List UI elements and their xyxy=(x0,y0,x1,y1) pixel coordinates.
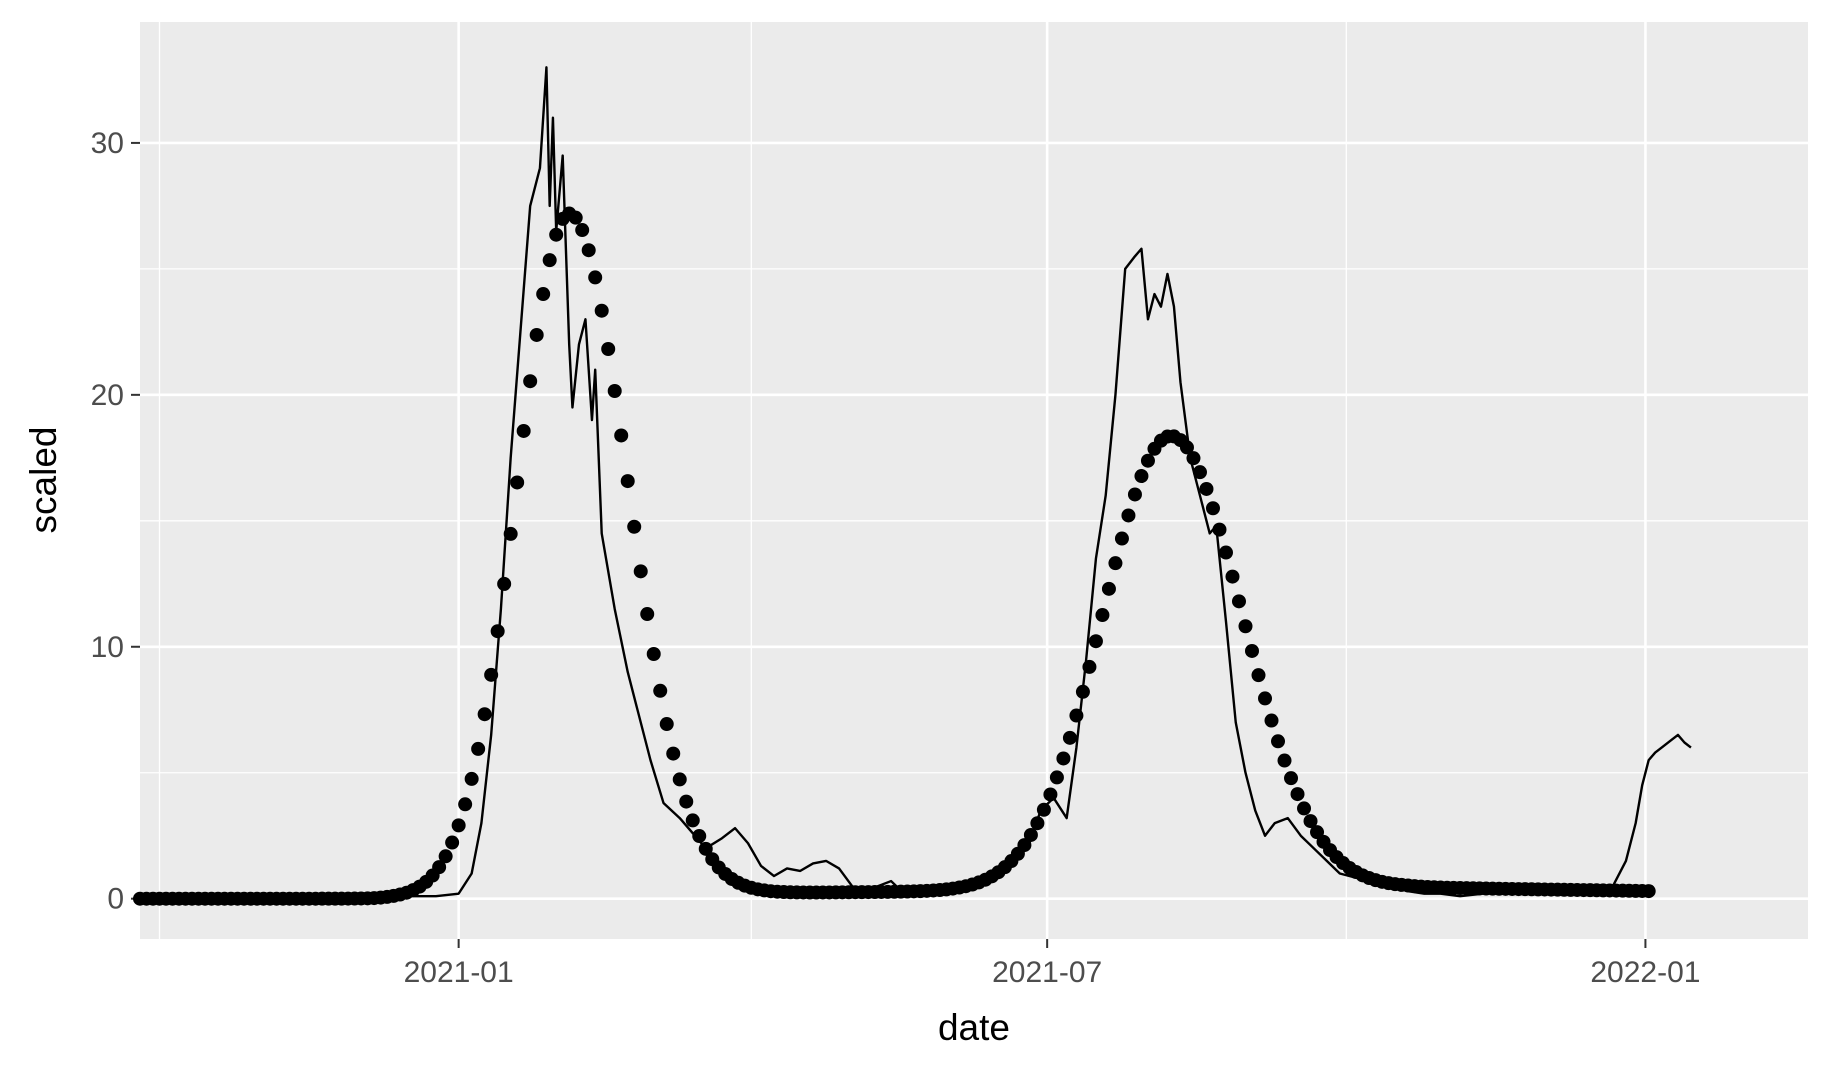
data-point xyxy=(1192,465,1207,480)
data-point xyxy=(679,794,694,809)
data-point xyxy=(523,374,538,389)
data-point xyxy=(1101,581,1116,596)
data-point xyxy=(516,423,531,438)
data-point xyxy=(640,607,655,622)
data-point xyxy=(1251,668,1266,683)
data-point xyxy=(497,576,512,591)
observed-line xyxy=(139,66,1692,900)
data-point xyxy=(1290,787,1305,802)
data-point xyxy=(1641,884,1656,899)
data-point xyxy=(594,303,609,318)
data-point xyxy=(685,813,700,828)
data-point xyxy=(451,818,466,833)
y-tick-label: 0 xyxy=(107,883,124,916)
data-point xyxy=(1284,771,1299,786)
data-point xyxy=(445,835,460,850)
data-point xyxy=(1056,751,1071,766)
y-tick-label: 30 xyxy=(91,127,124,160)
data-point xyxy=(633,564,648,579)
data-point xyxy=(627,519,642,534)
data-point xyxy=(1225,569,1240,584)
minor-gridlines xyxy=(140,22,1808,939)
y-axis-title: scaled xyxy=(23,427,64,534)
data-point xyxy=(1277,753,1292,768)
data-point xyxy=(607,384,622,398)
data-point xyxy=(646,647,661,662)
y-axis: 0 10 20 30 xyxy=(91,127,140,916)
data-point xyxy=(1134,469,1149,484)
data-point xyxy=(1231,594,1246,609)
data-point xyxy=(510,475,525,490)
data-point xyxy=(1114,531,1129,546)
data-point xyxy=(620,474,635,489)
data-point xyxy=(666,746,681,761)
y-tick-label: 10 xyxy=(91,631,124,664)
data-point xyxy=(1271,734,1286,749)
data-point xyxy=(536,287,551,302)
data-point xyxy=(659,717,674,732)
x-tick-label: 2022-01 xyxy=(1590,956,1700,989)
data-point xyxy=(458,797,473,812)
data-point xyxy=(549,227,564,242)
data-point xyxy=(438,849,453,864)
data-point xyxy=(692,829,707,844)
data-point xyxy=(1245,643,1259,658)
data-point xyxy=(1212,522,1227,537)
data-point xyxy=(432,860,447,875)
data-point xyxy=(1088,634,1103,649)
data-point xyxy=(1264,713,1279,728)
data-point xyxy=(490,624,505,639)
data-point xyxy=(601,342,616,356)
data-point xyxy=(653,683,668,698)
data-point xyxy=(1140,453,1155,468)
data-point xyxy=(1238,619,1253,634)
x-tick-label: 2021-01 xyxy=(404,956,514,989)
data-point xyxy=(1258,691,1273,706)
fitted-points-series xyxy=(133,206,1656,906)
data-point xyxy=(477,707,492,722)
data-point xyxy=(581,243,596,258)
major-gridlines xyxy=(140,22,1808,939)
data-point xyxy=(529,327,544,342)
data-point xyxy=(1121,508,1136,523)
data-point xyxy=(1205,501,1220,516)
data-point xyxy=(1297,801,1312,816)
x-axis: 2021-01 2021-07 2022-01 xyxy=(404,939,1700,989)
data-point xyxy=(1095,608,1110,623)
data-point xyxy=(542,253,557,268)
data-point xyxy=(614,428,629,443)
data-point xyxy=(1303,814,1318,829)
data-point xyxy=(1049,770,1064,785)
data-point xyxy=(1199,481,1214,496)
x-axis-title: date xyxy=(938,1007,1010,1048)
y-tick-label: 20 xyxy=(91,379,124,412)
data-point xyxy=(1108,556,1123,571)
data-point xyxy=(1062,730,1077,745)
data-point xyxy=(1127,487,1142,502)
data-point xyxy=(471,741,486,756)
plot-panel xyxy=(140,22,1808,939)
data-point xyxy=(672,772,687,787)
data-point xyxy=(1218,545,1233,560)
x-tick-label: 2021-07 xyxy=(992,956,1102,989)
data-point xyxy=(575,223,590,238)
data-point xyxy=(568,210,583,225)
data-point xyxy=(464,771,479,786)
data-point xyxy=(588,270,603,285)
observed-line-series xyxy=(139,66,1692,900)
